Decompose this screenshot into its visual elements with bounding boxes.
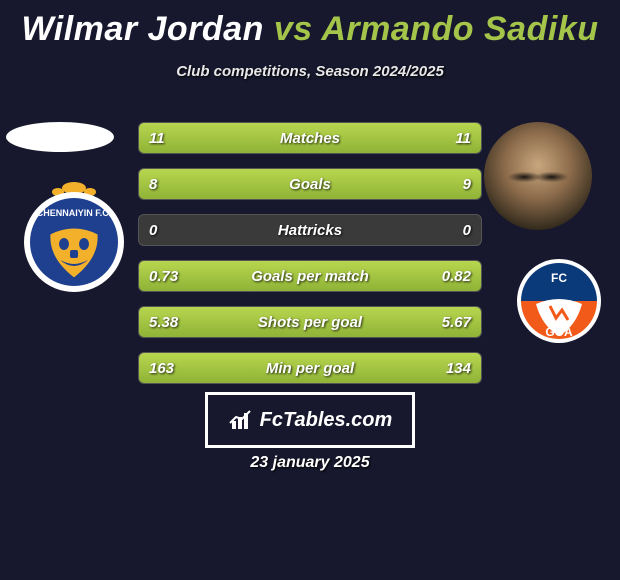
svg-text:FC: FC [551,271,567,285]
fctables-text: FcTables.com [260,409,393,432]
subtitle: Club competitions, Season 2024/2025 [0,63,620,80]
stat-value-left: 0.73 [149,261,178,291]
stat-row: Goals per match0.73 0.82 [138,260,482,292]
stat-row: Matches11 11 [138,122,482,154]
comparison-title: Wilmar Jordan vs Armando Sadiku [0,0,620,49]
stat-label: Goals per match [139,261,481,291]
stat-value-right: 0.82 [442,261,471,291]
svg-text:CHENNAIYIN F.C.: CHENNAIYIN F.C. [37,208,112,218]
vs-separator: vs [274,10,313,48]
stat-value-right: 134 [446,353,471,383]
stat-value-left: 0 [149,215,157,245]
stat-label: Goals [139,169,481,199]
svg-text:GOA: GOA [545,325,573,339]
stat-row: Shots per goal5.38 5.67 [138,306,482,338]
date: 23 january 2025 [0,454,620,472]
club-right-badge: FC GOA [516,258,602,344]
fctables-brand: FcTables.com [205,392,415,448]
stat-value-left: 5.38 [149,307,178,337]
player1-photo [6,122,114,152]
stat-label: Hattricks [139,215,481,245]
stat-value-left: 163 [149,353,174,383]
stat-label: Matches [139,123,481,153]
player2-photo [484,122,592,230]
stat-value-left: 8 [149,169,157,199]
stat-value-right: 11 [455,123,471,153]
player1-name: Wilmar Jordan [22,10,264,48]
stats-area: Matches11 11 Goals8 9 Hattricks0 0 Goals per m… [138,122,482,398]
stat-row: Hattricks0 0 [138,214,482,246]
stat-label: Shots per goal [139,307,481,337]
club-left-badge: CHENNAIYIN F.C. [20,178,128,294]
stat-value-left: 11 [149,123,165,153]
stat-row: Goals8 9 [138,168,482,200]
player2-name: Armando Sadiku [321,10,598,48]
stat-value-right: 5.67 [442,307,471,337]
stat-value-right: 0 [463,215,471,245]
stat-label: Min per goal [139,353,481,383]
fctables-logo-icon [228,407,254,433]
stat-row: Min per goal163 134 [138,352,482,384]
stat-value-right: 9 [463,169,471,199]
